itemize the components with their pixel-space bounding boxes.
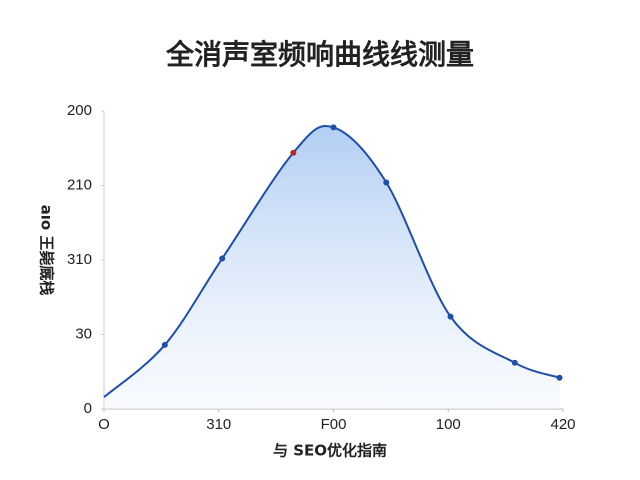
area-fill [104, 126, 560, 410]
x-tick-label: 100 [436, 416, 461, 433]
y-tick-label: 30 [75, 325, 92, 342]
point [219, 255, 226, 262]
point [511, 359, 518, 366]
point [383, 179, 390, 186]
chart-title: 全消声室频响曲线线测量 [165, 38, 474, 71]
point [556, 374, 563, 381]
point [447, 313, 454, 320]
y-tick-label: 310 [67, 251, 92, 268]
x-tick-label: 420 [550, 416, 575, 433]
y-tick-label: 210 [67, 176, 92, 193]
y-axis-label: aıo 王毙廐栈 [38, 205, 56, 296]
x-tick-label: O [98, 416, 110, 433]
y-tick-label: 200 [67, 102, 92, 119]
x-tick-label: 310 [206, 416, 231, 433]
y-tick-label: 0 [84, 400, 92, 417]
point [290, 149, 297, 156]
point [161, 341, 168, 348]
x-tick-label: F00 [321, 416, 347, 433]
x-axis-label: 与 SEO优化指南 [273, 442, 387, 460]
point [330, 124, 337, 131]
